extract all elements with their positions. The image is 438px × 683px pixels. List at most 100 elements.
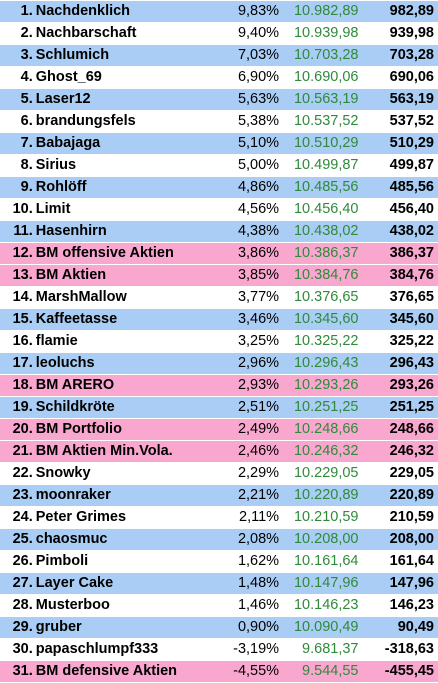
- table-row: 22. Snowky 2,29% 10.229,05 229,05: [0, 463, 438, 485]
- value-cell: 10.690,06: [293, 69, 359, 85]
- name-cell: BM offensive Aktien: [35, 245, 174, 261]
- rank-cell: 27.: [12, 575, 33, 591]
- value-cell: 10.703,28: [293, 47, 359, 63]
- rank-cell: 24.: [12, 509, 33, 525]
- rank-cell: 17.: [12, 355, 33, 371]
- table-row: 9. Rohlöff 4,86% 10.485,56 485,56: [0, 177, 438, 199]
- name-cell: brandungsfels: [35, 113, 136, 129]
- rank-cell: 20.: [12, 421, 33, 437]
- table-row: 4. Ghost_69 6,90% 10.690,06 690,06: [0, 67, 438, 89]
- table-row: 26. Pimboli 1,62% 10.161,64 161,64: [0, 551, 438, 573]
- value-cell: 10.208,00: [293, 531, 359, 547]
- gain-cell: 345,60: [389, 311, 434, 327]
- table-row: 17. leoluchs 2,96% 10.296,43 296,43: [0, 353, 438, 375]
- gain-cell: 248,66: [389, 421, 434, 437]
- name-cell: Limit: [35, 201, 71, 217]
- gain-cell: -318,63: [384, 641, 434, 657]
- value-cell: 10.386,37: [293, 245, 359, 261]
- percent-cell: 2,21%: [237, 487, 280, 503]
- rank-cell: 16.: [12, 333, 33, 349]
- value-cell: 9.681,37: [302, 641, 359, 657]
- value-cell: 10.345,60: [293, 311, 359, 327]
- name-cell: Nachbarschaft: [35, 25, 137, 41]
- percent-cell: 4,86%: [237, 179, 280, 195]
- table-row: 5. Laser12 5,63% 10.563,19 563,19: [0, 89, 438, 111]
- name-cell: Schildkröte: [35, 399, 115, 415]
- table-row: 12. BM offensive Aktien 3,86% 10.386,37 386,…: [0, 243, 438, 265]
- table-row: 27. Layer Cake 1,48% 10.147,96 147,96: [0, 573, 438, 595]
- percent-cell: 5,63%: [237, 91, 280, 107]
- name-cell: BM ARERO: [35, 377, 115, 393]
- percent-cell: 5,00%: [237, 157, 280, 173]
- name-cell: leoluchs: [35, 355, 95, 371]
- gain-cell: 499,87: [389, 157, 434, 173]
- rank-cell: 12.: [12, 245, 33, 261]
- name-cell: Layer Cake: [35, 575, 114, 591]
- value-cell: 10.147,96: [293, 575, 359, 591]
- value-cell: 10.510,29: [293, 135, 359, 151]
- gain-cell: 325,22: [389, 333, 434, 349]
- name-cell: Kaffeetasse: [35, 311, 118, 327]
- rank-cell: 8.: [20, 157, 33, 173]
- gain-cell: 939,98: [389, 25, 434, 41]
- table-row: 19. Schildkröte 2,51% 10.251,25 251,25: [0, 397, 438, 419]
- table-row: 3. Schlumich 7,03% 10.703,28 703,28: [0, 45, 438, 67]
- gain-cell: 485,56: [389, 179, 434, 195]
- rank-cell: 9.: [20, 179, 33, 195]
- gain-cell: 246,32: [389, 443, 434, 459]
- rank-cell: 15.: [12, 311, 33, 327]
- name-cell: Pimboli: [35, 553, 89, 569]
- name-cell: BM Aktien Min.Vola.: [35, 443, 173, 459]
- value-cell: 10.982,89: [293, 3, 359, 19]
- value-cell: 10.485,56: [293, 179, 359, 195]
- gain-cell: 146,23: [389, 597, 434, 613]
- gain-cell: 982,89: [389, 3, 434, 19]
- value-cell: 10.537,52: [293, 113, 359, 129]
- percent-cell: 3,25%: [237, 333, 280, 349]
- name-cell: Snowky: [35, 465, 91, 481]
- percent-cell: 1,46%: [237, 597, 280, 613]
- percent-cell: 4,38%: [237, 223, 280, 239]
- value-cell: 10.325,22: [293, 333, 359, 349]
- rank-cell: 3.: [20, 47, 33, 63]
- table-row: 29. gruber 0,90% 10.090,49 90,49: [0, 617, 438, 639]
- table-row: 23. moonraker 2,21% 10.220,89 220,89: [0, 485, 438, 507]
- rank-cell: 10.: [12, 201, 33, 217]
- percent-cell: 6,90%: [237, 69, 280, 85]
- gain-cell: 384,76: [389, 267, 434, 283]
- rank-cell: 23.: [12, 487, 33, 503]
- value-cell: 10.438,02: [293, 223, 359, 239]
- percent-cell: 3,86%: [237, 245, 280, 261]
- gain-cell: 386,37: [389, 245, 434, 261]
- rank-cell: 4.: [20, 69, 33, 85]
- value-cell: 10.251,25: [293, 399, 359, 415]
- table-row: 21. BM Aktien Min.Vola. 2,46% 10.246,32 246,…: [0, 441, 438, 463]
- gain-cell: 229,05: [389, 465, 434, 481]
- rank-cell: 6.: [20, 113, 33, 129]
- gain-cell: 703,28: [389, 47, 434, 63]
- value-cell: 10.246,32: [293, 443, 359, 459]
- table-row: 30. papaschlumpf333 -3,19% 9.681,37 -318,63: [0, 639, 438, 661]
- gain-cell: 208,00: [389, 531, 434, 547]
- value-cell: 10.293,26: [293, 377, 359, 393]
- rank-cell: 21.: [12, 443, 33, 459]
- table-row: 25. chaosmuc 2,08% 10.208,00 208,00: [0, 529, 438, 551]
- name-cell: Musterboo: [35, 597, 110, 613]
- value-cell: 10.376,65: [293, 289, 359, 305]
- percent-cell: 2,96%: [237, 355, 280, 371]
- name-cell: BM defensive Aktien: [35, 663, 178, 679]
- gain-cell: 147,96: [389, 575, 434, 591]
- rank-cell: 7.: [20, 135, 33, 151]
- rank-cell: 25.: [12, 531, 33, 547]
- gain-cell: 456,40: [389, 201, 434, 217]
- table-row: 18. BM ARERO 2,93% 10.293,26 293,26: [0, 375, 438, 397]
- percent-cell: 1,62%: [237, 553, 280, 569]
- rank-cell: 28.: [12, 597, 33, 613]
- name-cell: Sirius: [35, 157, 77, 173]
- gain-cell: 537,52: [389, 113, 434, 129]
- gain-cell: -455,45: [384, 663, 434, 679]
- gain-cell: 296,43: [389, 355, 434, 371]
- percent-cell: 2,11%: [239, 509, 280, 525]
- value-cell: 10.384,76: [293, 267, 359, 283]
- table-row: 1. Nachdenklich 9,83% 10.982,89 982,89: [0, 1, 438, 23]
